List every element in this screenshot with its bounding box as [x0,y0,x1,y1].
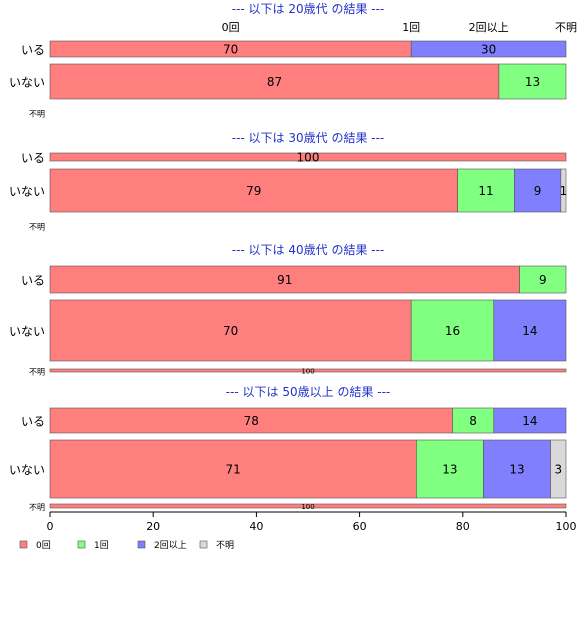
row-label: いる [21,274,45,288]
x-axis-tick-label: 40 [249,520,263,533]
x-axis-tick-label: 0 [47,520,54,533]
data-label: 100 [301,368,314,376]
top-category-label: 2回以上 [469,21,509,34]
bar-segment [550,439,567,499]
row-label: いる [21,415,45,429]
bar-segment [49,439,417,499]
data-label: 91 [277,273,292,287]
bar-segment [49,63,500,100]
row-label: いない [9,76,45,90]
row-label: いる [21,43,45,57]
data-label: 30 [481,43,496,57]
legend-label: 0回 [36,540,51,551]
data-label: 14 [522,324,537,338]
data-label: 87 [267,75,282,89]
panel-title: --- 以下は 50歳以上 の結果 --- [226,385,391,399]
data-label: 71 [226,463,241,477]
bar-segment [49,407,453,434]
data-label: 13 [442,463,457,477]
data-label: 16 [445,324,460,338]
bar-segment [560,168,567,213]
bar-segment [493,407,567,434]
data-label: 3 [554,463,562,477]
bar-segment [452,407,495,434]
data-label: 100 [301,503,314,511]
bar-segment [49,503,567,509]
data-label: 13 [525,75,540,89]
data-label: 79 [246,184,261,198]
row-label: いない [9,325,45,339]
row-label: いない [9,185,45,199]
bar-segment [457,168,515,213]
legend-label: 不明 [216,540,234,551]
row-label: 不明 [29,368,45,377]
data-label: 8 [469,414,477,428]
row-label: 不明 [29,223,45,232]
data-label: 9 [534,184,542,198]
legend-label: 1回 [94,540,109,551]
data-label: 11 [478,184,493,198]
top-category-label: 0回 [222,21,240,34]
x-axis-tick-label: 80 [456,520,470,533]
x-axis-tick-label: 100 [556,520,577,533]
bar-segment [498,63,567,100]
row-label: 不明 [29,503,45,512]
data-label: 70 [223,324,238,338]
row-label: いない [9,463,45,477]
row-label: いる [21,151,45,165]
x-axis-tick-label: 20 [146,520,160,533]
bar-segment [493,299,567,362]
bar-segment [514,168,562,213]
panel-title: --- 以下は 40歳代 の結果 --- [232,243,385,257]
legend-swatch [77,540,86,549]
bar-segment [49,368,567,373]
data-label: 1 [560,184,568,198]
top-category-label: 1回 [402,21,420,34]
legend-label: 2回以上 [154,540,187,551]
x-axis-tick-label: 60 [353,520,367,533]
bar-segment [49,152,567,162]
bar-segment [483,439,551,499]
data-label: 9 [539,273,547,287]
data-label: 13 [509,463,524,477]
top-category-label: 不明 [555,21,577,34]
data-label: 78 [244,414,259,428]
legend-swatch [199,540,208,549]
legend-swatch [137,540,146,549]
bar-segment [49,168,458,213]
data-label: 14 [522,414,537,428]
panel-title: --- 以下は 20歳代 の結果 --- [232,2,385,16]
bar-segment [49,265,520,294]
data-label: 70 [223,43,238,57]
bar-segment [410,299,495,362]
panel-title: --- 以下は 30歳代 の結果 --- [232,131,385,145]
data-label: 100 [297,151,320,165]
bar-segment [410,40,567,58]
legend-swatch [19,540,28,549]
row-label: 不明 [29,110,45,119]
bar-segment [49,299,412,362]
bar-segment [519,265,567,294]
bar-segment [416,439,484,499]
